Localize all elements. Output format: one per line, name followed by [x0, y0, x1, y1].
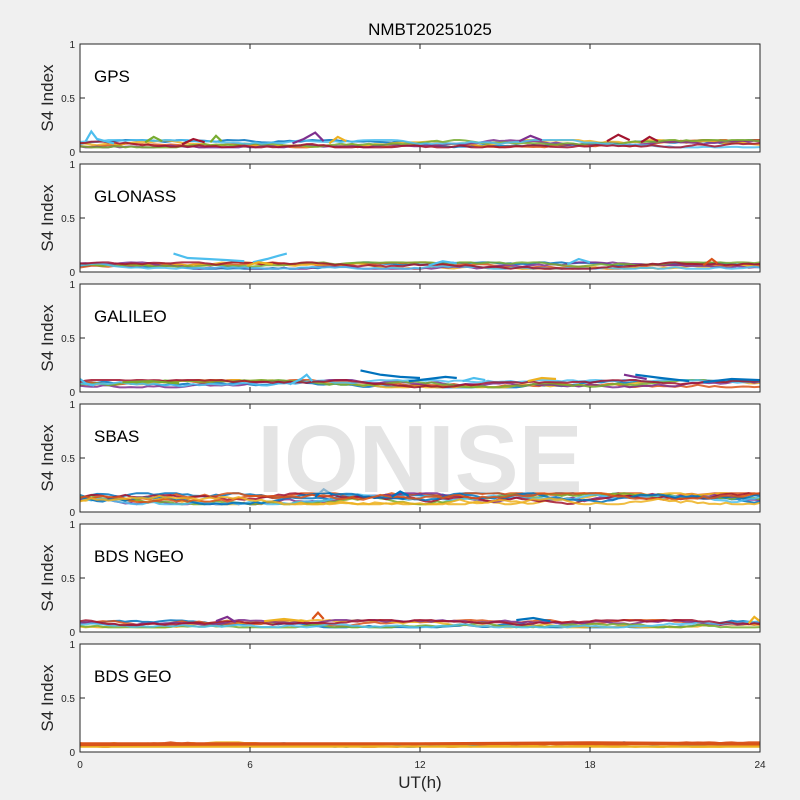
y-tick-label: 0.5: [61, 574, 75, 585]
panel-data: [80, 741, 760, 748]
track-line: [84, 129, 115, 145]
panel-sbas: 0 0.5 1 SBAS S4 Index: [38, 400, 761, 519]
track-line: [391, 490, 410, 498]
y-tick-label: 0.5: [61, 214, 75, 225]
panel-label: BDS GEO: [94, 667, 171, 686]
y-tick-label: 0.5: [61, 454, 75, 465]
track-line: [606, 133, 631, 143]
panel-data: [80, 129, 760, 149]
x-tick-label: 12: [414, 760, 426, 771]
track-line: [264, 617, 304, 623]
y-tick-label: 0: [69, 508, 75, 519]
panel-background: [80, 284, 760, 392]
panel-background: [80, 164, 760, 272]
track-line: [428, 260, 457, 267]
y-tick-label: 1: [69, 520, 75, 531]
track-line: [360, 369, 421, 380]
x-tick-label: 18: [584, 760, 596, 771]
noise-series: [80, 139, 760, 149]
track-line: [462, 376, 486, 383]
panel-label: BDS NGEO: [94, 547, 184, 566]
panel-label: GLONASS: [94, 187, 176, 206]
noise-series: [80, 492, 760, 504]
track-line: [328, 135, 347, 145]
chart-title: NMBT20251025: [368, 20, 492, 39]
track-line: [703, 377, 760, 384]
panel-background: [80, 524, 760, 632]
panel-label: SBAS: [94, 427, 139, 446]
track-line: [80, 742, 760, 747]
track-line: [173, 252, 245, 263]
track-line: [314, 487, 333, 498]
track-line: [289, 373, 314, 386]
panel-label: GPS: [94, 67, 130, 86]
x-tick-label: 0: [77, 760, 83, 771]
y-tick-label: 0: [69, 268, 75, 279]
panel-galileo: 0 0.5 1 GALILEO S4 Index: [38, 280, 761, 399]
y-axis-label: S4 Index: [38, 664, 57, 732]
y-tick-label: 0.5: [61, 694, 75, 705]
panel-data: [80, 252, 760, 270]
y-tick-label: 1: [69, 160, 75, 171]
y-tick-label: 0: [69, 148, 75, 159]
track-line: [181, 137, 206, 146]
track-line: [246, 261, 273, 267]
panel-bds-ngeo: 0 0.5 1 BDS NGEO S4 Index: [38, 520, 761, 639]
track-line: [747, 615, 760, 625]
panel-gps: 0 0.5 1 GPS S4 Index: [38, 40, 761, 159]
track-line: [122, 380, 180, 385]
y-tick-label: 1: [69, 280, 75, 291]
track-line: [518, 134, 543, 143]
track-line: [311, 610, 325, 620]
y-tick-label: 0: [69, 388, 75, 399]
y-axis-label: S4 Index: [38, 64, 57, 132]
track-line: [408, 375, 457, 383]
track-line: [623, 373, 647, 381]
noise-series: [80, 140, 760, 149]
panel-stack: 0 0.5 1 GPS S4 Index 0 0.5 1 GLONASS S4 Index 0 0.5…: [38, 40, 766, 771]
noise-series: [80, 494, 760, 506]
panel-data: [80, 369, 760, 389]
y-axis-label: S4 Index: [38, 184, 57, 252]
track-line: [635, 373, 690, 383]
track-line: [640, 135, 659, 144]
track-line: [144, 135, 163, 144]
y-axis-label: S4 Index: [38, 304, 57, 372]
y-tick-label: 1: [69, 40, 75, 51]
y-tick-label: 0.5: [61, 94, 75, 105]
y-axis-label: S4 Index: [38, 544, 57, 612]
panel-background: [80, 44, 760, 152]
track-line: [80, 378, 95, 387]
x-tick-label: 6: [247, 760, 253, 771]
watermark-text: IONISE: [257, 406, 582, 513]
y-tick-label: 1: [69, 400, 75, 411]
x-tick-label: 24: [754, 760, 766, 771]
noise-series: [80, 378, 760, 389]
track-line: [215, 615, 237, 624]
noise-series: [80, 261, 760, 270]
y-tick-label: 0: [69, 628, 75, 639]
track-line: [292, 131, 325, 145]
track-line: [527, 376, 557, 383]
noise-series: [80, 379, 760, 389]
y-tick-label: 0: [69, 748, 75, 759]
panel-glonass: 0 0.5 1 GLONASS S4 Index: [38, 160, 761, 279]
panel-background: [80, 644, 760, 752]
track-line: [702, 257, 719, 267]
y-axis-label: S4 Index: [38, 424, 57, 492]
panel-bds-geo: 0 0.5 1 BDS GEO S4 Index 0 6 12 18 24: [38, 640, 766, 771]
panel-label: GALILEO: [94, 307, 167, 326]
y-tick-label: 1: [69, 640, 75, 651]
noise-series: [80, 618, 760, 627]
y-tick-label: 0.5: [61, 334, 75, 345]
track-line: [516, 616, 551, 623]
track-line: [209, 134, 223, 144]
panel-data: [80, 487, 760, 506]
x-axis-label: UT(h): [398, 773, 441, 792]
track-line: [566, 257, 591, 266]
track-line: [252, 252, 288, 264]
